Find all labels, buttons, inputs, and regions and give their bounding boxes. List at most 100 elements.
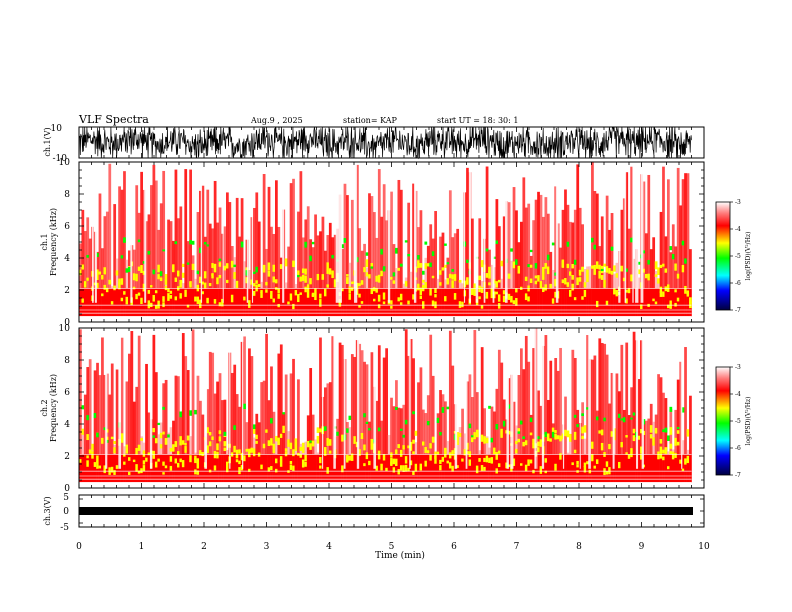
spectrogram-cell (395, 406, 398, 410)
spectrogram-cell (397, 288, 401, 317)
spectrogram-cell (564, 278, 567, 285)
spectrogram-cell (228, 202, 232, 289)
spectrogram-cell (341, 288, 344, 317)
spectrogram-cell (458, 281, 462, 289)
spectrogram-cell (458, 433, 462, 437)
spectrogram-cell (605, 195, 609, 289)
spectrogram-cell (676, 273, 680, 279)
spectrogram-cell (319, 457, 322, 464)
colorbar-tick-label: -6 (735, 445, 741, 452)
spectrogram-cell (576, 164, 580, 289)
spectrogram-cell (179, 411, 183, 455)
spectrogram-cell (657, 278, 660, 284)
spectrogram-cell (118, 278, 121, 286)
spectrogram-cell (583, 425, 587, 433)
spectrogram-cell (248, 269, 251, 289)
spectrogram-cell (287, 454, 290, 483)
spectrogram-cell (196, 296, 200, 304)
spectrogram-cell (664, 268, 668, 273)
frequency-tick-label: 2 (64, 452, 70, 462)
spectrogram-cell (520, 454, 523, 483)
spectrogram-cell (311, 443, 315, 447)
spectrogram-cell (262, 288, 266, 317)
spectrogram-cell (250, 217, 254, 289)
spectrogram-cell (434, 301, 437, 309)
spectrogram-cell (566, 288, 570, 317)
spectrogram-gap (94, 162, 97, 303)
spectrogram-cell (613, 265, 616, 272)
frequency-tick-label: 4 (64, 420, 70, 430)
spectrogram-cell (537, 436, 540, 440)
spectrogram-cell (676, 379, 680, 455)
spectrogram-gap (579, 328, 581, 469)
spectrogram-gap (681, 328, 683, 469)
spectrogram-cell (248, 348, 251, 455)
spectrogram-cell (659, 286, 663, 293)
spectrogram-cell (216, 381, 219, 455)
spectrogram-cell (208, 288, 212, 317)
spectrogram-cell (103, 216, 107, 289)
spectrogram-cell (686, 454, 690, 483)
spectrogram-cell (181, 283, 185, 289)
spectrogram-cell (304, 454, 308, 483)
spectrogram-cell (671, 254, 675, 260)
spectrogram-cell (128, 288, 131, 317)
spectrogram-cell (422, 409, 425, 455)
spectrogram-cell (439, 270, 442, 275)
spectrogram-cell (226, 279, 229, 284)
spectrogram-cell (194, 454, 197, 483)
spectrogram-cell (135, 185, 139, 289)
spectrogram-cell (299, 288, 303, 317)
spectrogram-cell (419, 287, 423, 296)
spectrogram-cell (316, 288, 320, 317)
spectrogram-cell (324, 451, 327, 456)
spectrogram-cell (81, 264, 85, 270)
spectrogram-cell (426, 454, 430, 483)
spectrogram-cell (203, 282, 207, 289)
spectrogram-cell (603, 343, 607, 455)
spectrogram-cell (319, 293, 322, 299)
spectrogram-cell (98, 375, 102, 455)
ch1-waveform-line (78, 126, 692, 160)
spectrogram-cell (98, 288, 102, 317)
spectrogram-cell (194, 296, 197, 302)
spectrogram-cell (591, 237, 594, 243)
spectrogram-cell (608, 403, 611, 455)
spectrogram-cell (162, 302, 166, 308)
spectrogram-cell (294, 284, 298, 289)
spectrogram-cell (275, 180, 278, 289)
spectrogram-cell (524, 288, 528, 317)
spectrogram-cell (532, 220, 535, 289)
spectrogram-cell (409, 460, 413, 466)
spectrogram-cell (142, 465, 146, 472)
spectrogram-cell (395, 458, 398, 466)
spectrogram-cell (441, 267, 445, 271)
spectrogram-cell (412, 294, 415, 300)
spectrogram-cell (311, 292, 315, 297)
spectrogram-cell (147, 250, 151, 255)
spectrogram-cell (328, 440, 332, 443)
spectrogram-cell (534, 263, 538, 269)
spectrogram-cell (404, 464, 408, 472)
spectrogram-cell (546, 213, 550, 289)
time-tick-label: 0 (76, 542, 82, 552)
spectrogram-cell (377, 453, 381, 460)
spectrogram-cell (154, 288, 158, 317)
spectrogram-cell (199, 450, 202, 456)
spectrogram-cell (103, 288, 107, 317)
spectrogram-cell (522, 288, 526, 317)
spectrogram-cell (350, 354, 354, 455)
spectrogram-cell (324, 387, 327, 455)
spectrogram-cell (328, 268, 332, 275)
spectrogram-cell (676, 430, 680, 434)
spectrogram-cell (113, 447, 117, 454)
spectrogram-cell (439, 465, 442, 471)
spectrogram-cell (671, 451, 675, 460)
spectrogram-cell (618, 461, 621, 469)
spectrogram-cell (316, 235, 320, 289)
spectrogram-cell (686, 173, 690, 289)
spectrogram-cell (358, 305, 362, 308)
spectrogram-cell (370, 266, 374, 269)
spectrogram-cell (360, 280, 364, 285)
spectrogram-cell (669, 305, 673, 309)
